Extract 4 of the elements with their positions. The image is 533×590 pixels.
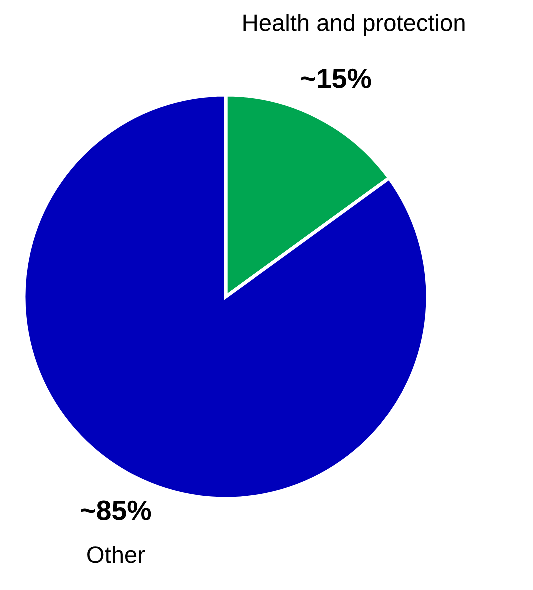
slice-label: Other <box>88 546 146 564</box>
data-label: ~85% <box>81 500 152 520</box>
data-label: ~15% <box>301 68 372 88</box>
slice-label: Health and protection <box>244 14 465 36</box>
